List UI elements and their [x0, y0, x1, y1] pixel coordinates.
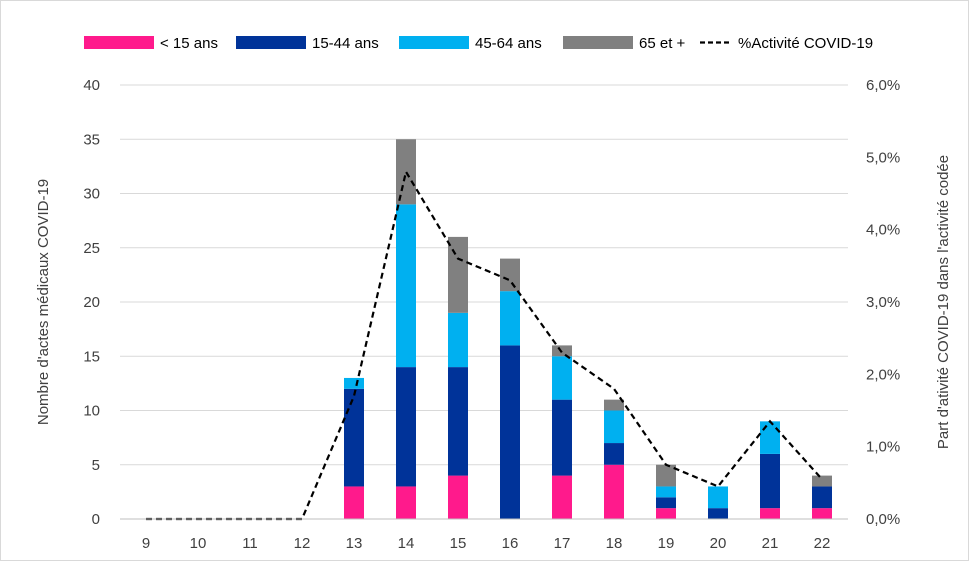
x-tick-label: 18 [606, 535, 623, 552]
bar-segment [448, 312, 468, 368]
bar-segment [656, 464, 676, 487]
bar-segment [448, 475, 468, 519]
x-tick-label: 16 [502, 535, 519, 552]
y2-tick-label: 6,0% [866, 77, 900, 94]
legend-label: < 15 ans [160, 35, 218, 52]
legend-swatch [236, 36, 306, 49]
y-tick-label: 40 [83, 77, 100, 94]
bar-segment [708, 508, 728, 519]
y2-axis-title: Part d'ativité COVID-19 dans l'activité … [935, 155, 952, 449]
bars [344, 139, 832, 519]
legend-swatch [84, 36, 154, 49]
bar-segment [760, 508, 780, 519]
bar-segment [760, 421, 780, 454]
bar-segment [552, 399, 572, 476]
activity-line [146, 168, 823, 521]
x-tick-label: 10 [190, 535, 207, 552]
activity-line-path [146, 168, 823, 521]
x-tick-label: 12 [294, 535, 311, 552]
bar-segment [656, 508, 676, 519]
bar-segment [656, 486, 676, 498]
bar-segment [604, 443, 624, 465]
x-tick-label: 17 [554, 535, 571, 552]
legend-label: 15-44 ans [312, 35, 379, 52]
bar-segment [604, 399, 624, 411]
bar-segment [656, 497, 676, 509]
bar-segment [344, 388, 364, 487]
bar-segment [448, 236, 468, 313]
bar-segment [344, 377, 364, 389]
x-tick-label: 22 [814, 535, 831, 552]
bar-segment [604, 410, 624, 444]
y-tick-label: 15 [83, 348, 100, 365]
y2-tick-label: 0,0% [866, 511, 900, 528]
x-tick-label: 13 [346, 535, 363, 552]
bar-segment [344, 486, 364, 519]
y-axis-title: Nombre d'actes médicaux COVID-19 [35, 179, 52, 425]
bar-segment [500, 291, 520, 346]
axes: 0 5 10 15 20 25 30 35 40 0,0% 1,0% 2,0% 3,0% 4,0% 5,0%… [83, 77, 900, 552]
x-tick-label: 21 [762, 535, 779, 552]
legend-label: 45-64 ans [475, 35, 542, 52]
bar-segment [812, 486, 832, 509]
y2-tick-label: 1,0% [866, 439, 900, 456]
x-tick-label: 20 [710, 535, 727, 552]
bar-segment [552, 475, 572, 519]
bar-segment [448, 367, 468, 476]
legend: < 15 ans 15-44 ans 45-64 ans 65 et + %Activi… [84, 35, 873, 52]
y2-tick-label: 2,0% [866, 366, 900, 383]
bar-segment [604, 464, 624, 519]
y2-tick-label: 5,0% [866, 149, 900, 166]
legend-swatch [563, 36, 633, 49]
y2-tick-label: 3,0% [866, 294, 900, 311]
legend-label: 65 et + [639, 35, 686, 52]
bar-segment [760, 453, 780, 509]
gridlines [120, 84, 848, 466]
bar-segment [396, 486, 416, 519]
bar-segment [500, 258, 520, 292]
bar-segment [812, 508, 832, 519]
y-tick-label: 25 [83, 240, 100, 257]
y-tick-label: 30 [83, 186, 100, 203]
legend-swatch [399, 36, 469, 49]
y-tick-label: 10 [83, 403, 100, 420]
x-tick-label: 14 [398, 535, 415, 552]
y2-tick-label: 4,0% [866, 222, 900, 239]
bar-segment [396, 367, 416, 487]
y-tick-label: 35 [83, 131, 100, 148]
bar-segment [500, 345, 520, 519]
bar-segment [812, 475, 832, 487]
y-tick-label: 20 [83, 294, 100, 311]
bar-segment [552, 356, 572, 400]
x-tick-label: 19 [658, 535, 675, 552]
x-tick-label: 15 [450, 535, 467, 552]
y-tick-label: 5 [92, 457, 100, 474]
x-tick-label: 11 [242, 535, 258, 552]
bar-segment [708, 486, 728, 509]
x-tick-label: 9 [142, 535, 150, 552]
y-tick-label: 0 [92, 511, 100, 528]
legend-label: %Activité COVID-19 [738, 35, 873, 52]
bar-segment [396, 139, 416, 205]
bar-segment [396, 204, 416, 368]
